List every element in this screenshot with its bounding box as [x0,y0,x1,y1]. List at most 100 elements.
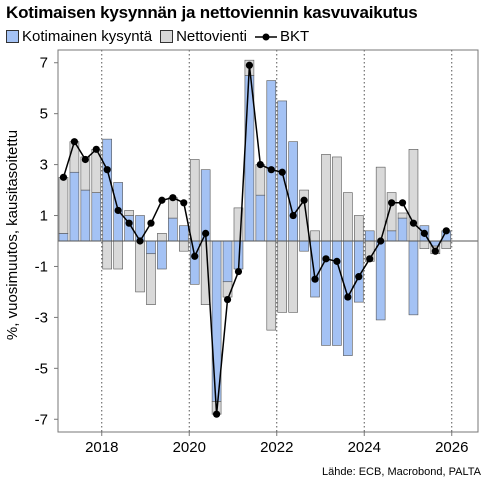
y-tick-label-3: 3 [40,157,48,174]
bar-net-exports-2021Q3 [255,164,266,196]
y-tick-label--5: -5 [35,360,48,377]
bar-domestic-2022Q3 [299,240,309,252]
gdp-point-2020Q1 [191,252,199,260]
bar-net-exports-2019Q2 [157,233,167,242]
bar-domestic-2017Q3 [80,189,91,242]
gdp-point-2017Q1 [59,173,68,181]
x-tick-label-2024: 2024 [348,439,381,456]
bar-net-exports-2023Q4 [353,215,364,242]
gdp-point-2023Q4 [355,273,363,281]
bar-net-exports-2019Q4 [178,240,189,252]
bar-net-exports-2025Q2 [419,240,430,249]
bar-domestic-2021Q3 [255,194,266,242]
bar-domestic-2025Q1 [408,240,419,316]
gdp-point-2017Q4 [92,145,100,153]
bar-net-exports-2025Q4 [441,240,452,249]
gdp-point-2021Q2 [245,61,254,69]
legend-label-domestic: Kotimainen kysyntä [22,28,153,45]
bar-domestic-2020Q4 [222,240,233,283]
bar-net-exports-2020Q4 [222,281,233,298]
gdp-point-2022Q1 [278,168,286,176]
bar-net-exports-2024Q3 [386,192,397,232]
gdp-point-2023Q1 [322,255,330,263]
bar-net-exports-2019Q1 [146,253,156,305]
axes: -7 -5 -3 -1 1 3 5 7 2018 2020 2022 2024 2026 [35,49,479,456]
bar-net-exports-2018Q3 [124,210,134,216]
bar-domestic-2022Q4 [310,240,320,298]
legend-item-gdp: BKT [254,28,310,45]
gdp-point-2019Q1 [147,219,155,227]
legend-line-gdp-icon [254,33,277,40]
gdp-point-2025Q1 [409,219,418,227]
bar-net-exports-2024Q4 [397,212,408,219]
y-tick-label-5: 5 [40,106,48,123]
x-tick-label-2018: 2018 [85,439,118,456]
bar-net-exports-2018Q2 [113,240,123,270]
bar-domestic-2019Q1 [146,240,156,255]
bar-net-exports-2022Q1 [277,240,288,313]
bar-domestic-2020Q1 [189,240,200,285]
bar-domestic-2017Q4 [91,192,102,242]
bar-net-exports-2023Q1 [321,154,331,242]
legend-item-net-exports: Nettovienti [160,28,247,45]
chart-title: Kotimaisen kysynnän ja nettoviennin kasv… [6,3,418,22]
gdp-point-2017Q2 [70,138,79,146]
gdp-point-2018Q2 [114,206,122,215]
gdp-point-2024Q4 [398,199,407,207]
legend-item-domestic: Kotimainen kysyntä [6,28,152,45]
gdp-point-2018Q1 [103,166,111,174]
bar-domestic-2017Q1 [58,233,69,242]
bar-domestic-2024Q1 [364,230,375,242]
x-tick-label-2022: 2022 [260,439,293,456]
gdp-point-2025Q4 [442,227,450,235]
legend: Kotimainen kysyntä Nettovienti BKT [6,28,317,45]
gdp-point-2019Q3 [169,194,177,202]
legend-swatch-net-exports [160,30,174,43]
bar-domestic-2024Q2 [375,240,386,321]
bar-domestic-2021Q4 [266,80,277,242]
bar-domestic-2024Q3 [386,230,397,242]
bar-net-exports-2025Q1 [408,149,419,242]
source-note: Lähde: ECB, Macrobond, PALTA [322,466,481,478]
bar-domestic-2017Q2 [69,171,80,242]
gdp-point-2017Q3 [81,155,89,164]
bar-domestic-2019Q4 [178,225,189,242]
gdp-point-2024Q3 [387,199,396,207]
bar-net-exports-2017Q1 [58,177,69,234]
bar-net-exports-2023Q3 [343,192,353,242]
bar-domestic-2018Q1 [102,138,113,242]
bar-domestic-2022Q2 [288,141,298,242]
y-tick-label-1: 1 [40,208,48,225]
bar-domestic-2024Q4 [397,217,408,242]
bar-net-exports-2020Q1 [189,159,200,242]
gdp-point-2019Q2 [158,196,166,204]
y-tick-label--1: -1 [35,258,48,275]
bar-net-exports-2018Q4 [135,240,145,293]
gdp-point-2024Q1 [366,255,374,263]
gdp-point-2023Q2 [333,257,341,265]
x-tick-label-2020: 2020 [173,439,206,456]
bar-net-exports-2022Q4 [310,230,320,242]
bar-net-exports-2018Q1 [102,240,113,270]
gdp-point-2021Q3 [256,161,264,169]
plot-frame [57,49,479,433]
gdp-point-2022Q2 [289,211,297,220]
gdp-point-2024Q2 [377,237,385,245]
bar-net-exports-2023Q2 [332,156,342,242]
gdp-point-2020Q4 [223,295,232,304]
gdp-point-2021Q1 [234,267,243,276]
bar-domestic-2019Q3 [168,217,178,242]
gdp-point-2025Q3 [431,247,439,255]
bar-domestic-2019Q2 [157,240,167,270]
gdp-point-2021Q4 [267,166,275,174]
gdp-point-2019Q4 [180,199,188,207]
gdp-point-2025Q2 [420,229,429,237]
legend-label-gdp: BKT [279,28,310,45]
gdp-point-2020Q3 [212,410,221,418]
x-tick-label-2026: 2026 [435,439,468,456]
gdp-point-2023Q3 [344,293,352,301]
gdp-line [59,61,450,418]
y-tick-label-7: 7 [40,55,48,72]
legend-swatch-domestic [6,30,19,43]
